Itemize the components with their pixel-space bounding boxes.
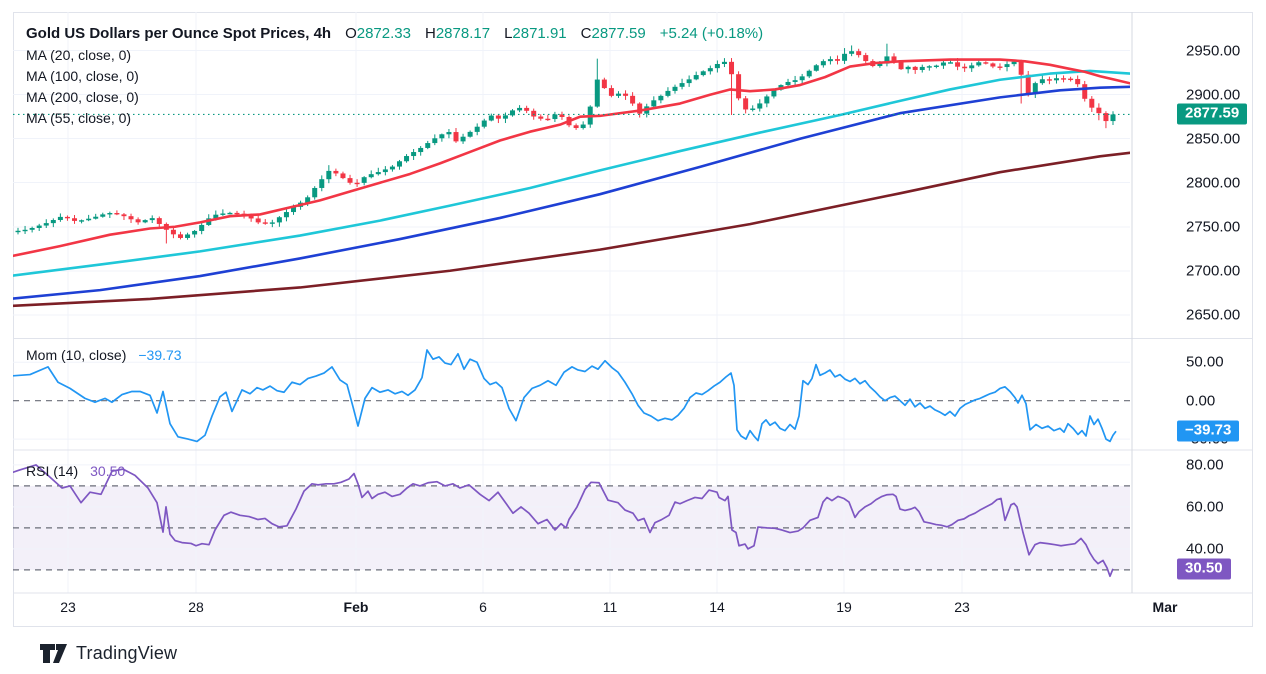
price-tick-label: 2700.00 [1186,262,1241,280]
mom-legend-value: −39.73 [138,347,182,363]
ma-legend-row[interactable]: MA (20, close, 0) [26,47,132,63]
time-tick-label: 23 [954,599,970,615]
time-tick-label: Feb [343,599,369,615]
ohlc-close: C2877.59 [580,25,646,42]
ma-legend-row[interactable]: MA (100, close, 0) [26,68,139,84]
ohlc-high: H2878.17 [424,25,491,42]
ohlc-change: +5.24 (+0.18%) [659,25,764,42]
rsi-legend-label: RSI (14) [26,463,79,479]
price-tick-label: 2800.00 [1186,174,1241,192]
time-tick-label: 28 [188,599,204,615]
mom-legend[interactable]: Mom (10, close) −39.73 [26,347,182,363]
symbol-title: Gold US Dollars per Ounce Spot Prices, 4… [26,25,332,42]
tradingview-attribution[interactable]: TradingView [40,643,177,664]
time-tick-label: 11 [602,599,618,615]
mom-tick-label: 0.00 [1186,392,1216,410]
mom-legend-label: Mom (10, close) [26,347,127,363]
price-tick-label: 2850.00 [1186,130,1241,148]
mom-value-badge: −39.73 [1177,420,1240,442]
time-tick-label: 6 [479,599,487,615]
time-tick-label: 14 [709,599,725,615]
chart-header: Gold US Dollars per Ounce Spot Prices, 4… [26,25,763,42]
tradingview-logo-icon [40,644,67,663]
rsi-tick-label: 80.00 [1186,456,1224,474]
rsi-tick-label: 40.00 [1186,540,1224,558]
time-tick-label: 19 [836,599,852,615]
rsi-value-badge: 30.50 [1177,558,1231,580]
last-price-badge: 2877.59 [1177,103,1248,125]
rsi-tick-label: 60.00 [1186,498,1224,516]
time-tick-label: Mar [1152,599,1178,615]
tradingview-logo-text: TradingView [76,643,178,663]
rsi-legend[interactable]: RSI (14) 30.50 [26,463,125,479]
mom-tick-label: 50.00 [1186,353,1224,371]
price-tick-label: 2950.00 [1186,42,1241,60]
rsi-legend-value: 30.50 [90,463,126,479]
ohlc-open: O2872.33 [345,25,411,42]
ma-legend-row[interactable]: MA (200, close, 0) [26,89,139,105]
chart-canvas[interactable] [13,12,1253,627]
price-tick-label: 2900.00 [1186,86,1241,104]
price-tick-label: 2750.00 [1186,218,1241,236]
price-tick-label: 2650.00 [1186,306,1241,324]
ma-legend-row[interactable]: MA (55, close, 0) [26,110,132,126]
ohlc-low: L2871.91 [504,25,567,42]
time-tick-label: 23 [60,599,76,615]
